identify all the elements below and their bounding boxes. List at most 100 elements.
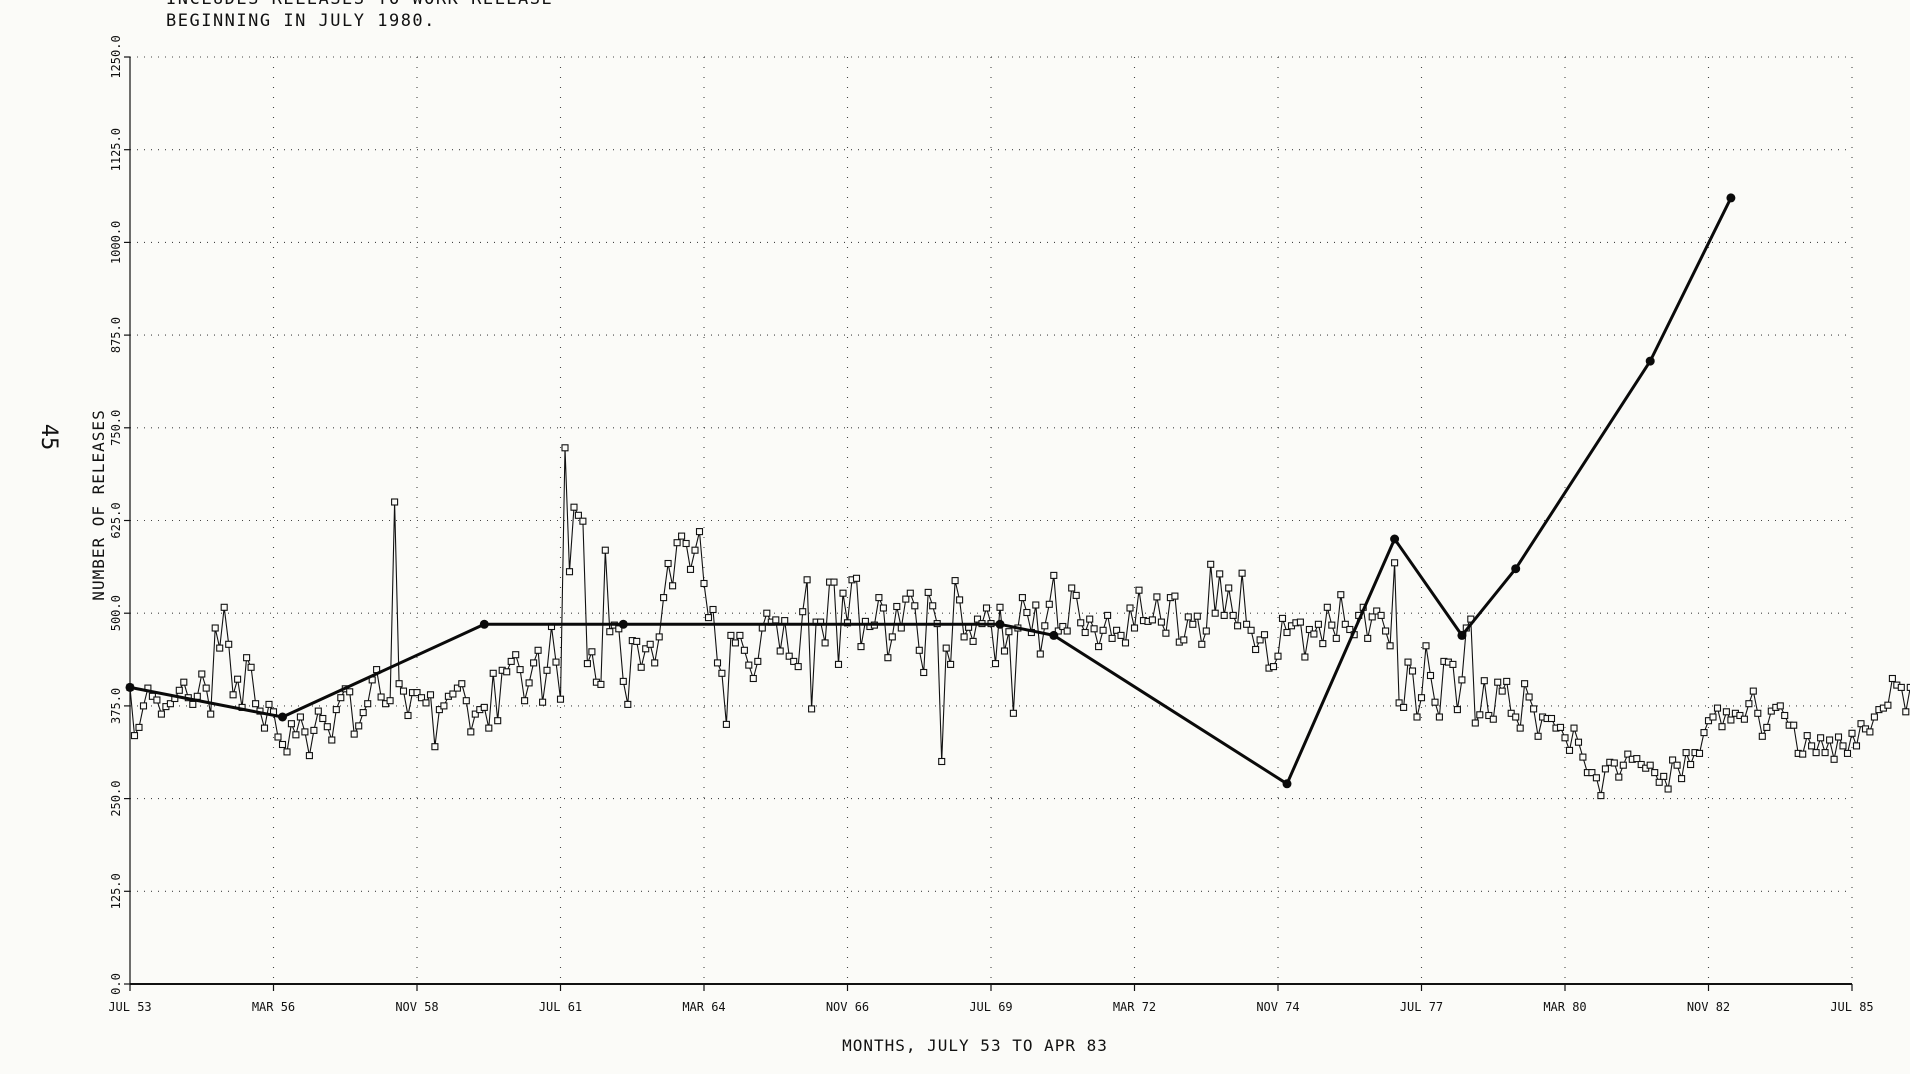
data-point-marker [1203,628,1209,634]
data-point-marker [181,679,187,685]
data-point-marker [706,615,712,621]
data-point-marker [1082,630,1088,636]
data-point-marker [1419,695,1425,701]
data-point-marker [531,660,537,666]
data-point-marker [800,609,806,615]
data-point-marker [889,634,895,640]
y-tick-label: 250.0 [109,781,123,817]
x-tick-label: MAR 72 [1113,1000,1156,1014]
data-point-marker [1580,754,1586,760]
data-point-marker [710,607,716,613]
data-point-marker [1118,632,1124,638]
data-point-marker [822,640,828,646]
data-point-marker [1002,648,1008,654]
data-point-marker [854,575,860,581]
data-point-marker [504,669,510,675]
data-point-marker [1297,619,1303,625]
trend-breakpoint [1646,357,1655,366]
y-tick-label: 375.0 [109,688,123,724]
data-point-marker [1239,570,1245,576]
data-point-marker [1665,786,1671,792]
data-point-marker [885,655,891,661]
trend-breakpoint [1726,193,1735,202]
data-point-marker [1688,762,1694,768]
data-point-marker [1414,714,1420,720]
data-point-marker [916,647,922,653]
data-point-marker [952,578,958,584]
data-point-marker [1324,604,1330,610]
data-point-marker [831,579,837,585]
data-point-marker [1185,614,1191,620]
data-point-marker [490,670,496,676]
data-point-marker [235,676,241,682]
data-point-marker [894,604,900,610]
data-point-marker [1405,659,1411,665]
data-point-marker [1087,616,1093,622]
data-point-marker [280,742,286,748]
data-point-marker [508,658,514,664]
data-point-marker [1854,743,1860,749]
data-point-marker [679,533,685,539]
data-point-marker [598,681,604,687]
x-tick-label: JUL 69 [969,1000,1012,1014]
data-point-marker [1127,605,1133,611]
data-point-marker [1333,635,1339,641]
data-point-marker [360,710,366,716]
data-point-marker [1759,733,1765,739]
data-point-marker [930,603,936,609]
data-point-marker [1401,704,1407,710]
data-point-marker [392,499,398,505]
data-point-marker [1867,729,1873,735]
data-point-marker [688,566,694,572]
trend-breakpoint [126,683,135,692]
data-point-marker [1096,644,1102,650]
data-point-marker [481,704,487,710]
data-point-marker [513,652,519,658]
data-point-marker [1849,730,1855,736]
y-axis-title: NUMBER OF RELEASES [89,409,108,600]
data-point-marker [387,698,393,704]
data-point-marker [522,698,528,704]
data-point-marker [158,711,164,717]
data-point-marker [1679,776,1685,782]
data-point-marker [486,725,492,731]
data-point-marker [1248,627,1254,633]
data-point-marker [1436,714,1442,720]
data-point-marker [1149,617,1155,623]
trend-line [130,198,1731,784]
data-point-marker [607,629,613,635]
data-point-marker [647,641,653,647]
data-point-marker [423,700,429,706]
y-tick-label: 125.0 [109,873,123,909]
data-point-marker [1723,709,1729,715]
data-point-marker [1369,614,1375,620]
data-point-marker [1472,720,1478,726]
data-point-marker [1822,750,1828,756]
data-point-marker [459,681,465,687]
data-point-marker [715,660,721,666]
trend-breakpoint [619,620,628,629]
data-point-marker [154,697,160,703]
data-point-marker [1154,594,1160,600]
data-point-marker [1495,679,1501,685]
data-point-marker [262,725,268,731]
data-point-marker [1051,572,1057,578]
data-point-marker [1576,739,1582,745]
data-point-marker [1656,779,1662,785]
data-point-marker [401,688,407,694]
data-point-marker [1481,678,1487,684]
data-point-marker [1652,770,1658,776]
data-point-marker [297,714,303,720]
data-point-marker [1593,775,1599,781]
data-point-marker [540,699,546,705]
data-point-marker [1535,733,1541,739]
data-point-marker [1831,756,1837,762]
data-point-marker [495,718,501,724]
data-point-marker [1073,592,1079,598]
data-point-marker [311,727,317,733]
data-point-marker [553,659,559,665]
data-point-marker [248,664,254,670]
trend-breakpoint [1511,564,1520,573]
data-point-marker [723,721,729,727]
data-point-marker [701,581,707,587]
